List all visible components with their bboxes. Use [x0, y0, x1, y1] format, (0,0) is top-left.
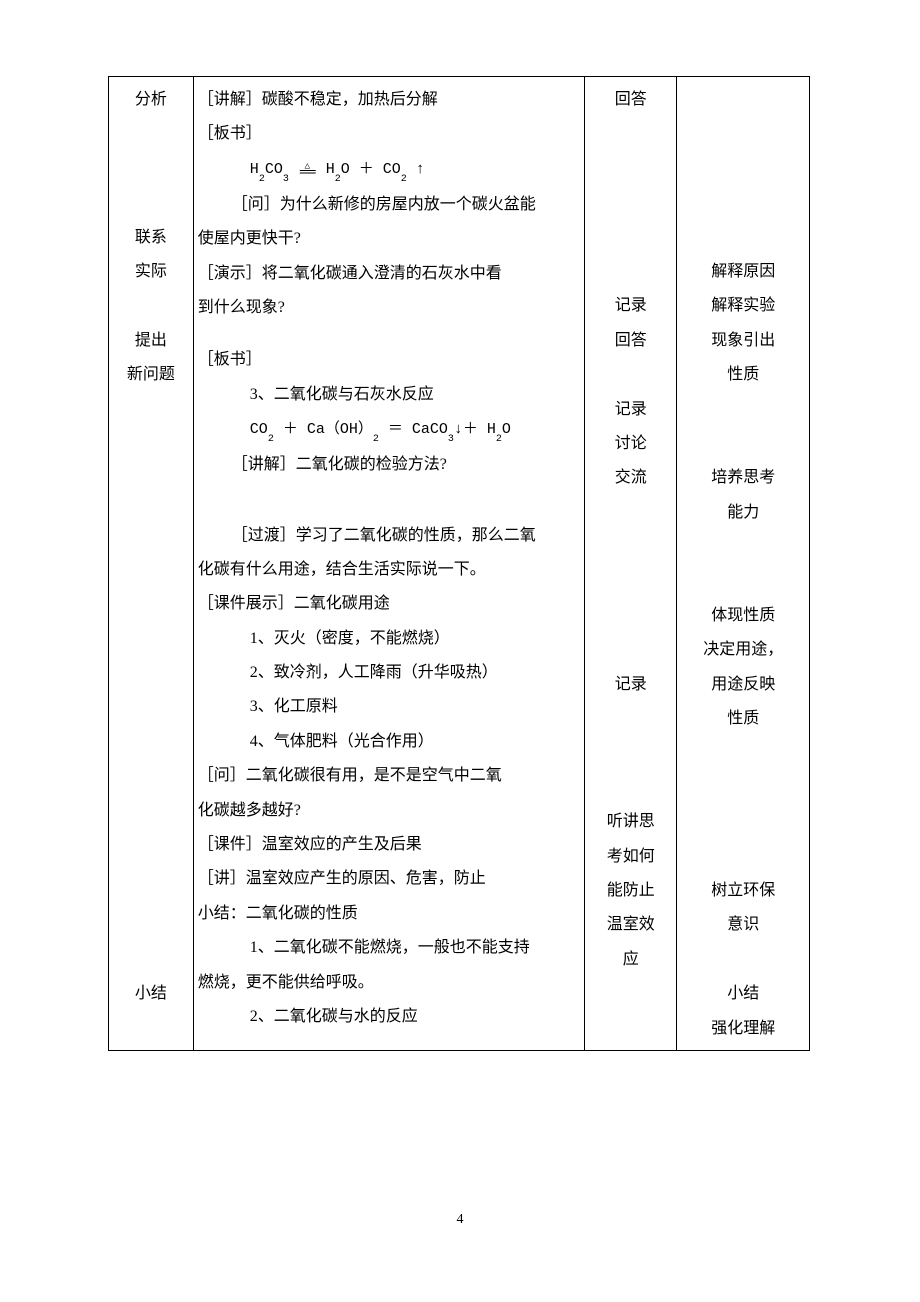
content-line: 使屋内更快干? [198, 230, 301, 247]
stage-label: 实际 [135, 263, 167, 280]
stage-label: 提出 [135, 332, 167, 349]
chem-equation-1: H2CO3 △ ══ H2O ＋ CO2 ↑ [198, 152, 580, 188]
content-line: ［板书］ [198, 351, 262, 368]
content-line: 化碳有什么用途，结合生活实际说一下。 [198, 561, 486, 578]
activity-label: 听讲思 [607, 813, 655, 830]
content-line: 燃烧，更不能供给呼吸。 [198, 974, 374, 991]
intent-label: 树立环保 [711, 882, 775, 899]
stage-label: 新问题 [127, 366, 175, 383]
content-line: 3、二氧化碳与石灰水反应 [198, 378, 580, 412]
content-line: ［课件展示］二氧化碳用途 [198, 595, 390, 612]
content-line: 4、气体肥料（光合作用） [198, 725, 580, 759]
intent-label: 小结 [727, 985, 759, 1002]
col-stage: 分析 联系 实际 提出 新问题 小结 [109, 77, 194, 1051]
content-line: 小结：二氧化碳的性质 [198, 905, 358, 922]
document-page: 分析 联系 实际 提出 新问题 小结 ［讲解］碳酸不稳定，加热后分解 ［板书］ … [0, 0, 920, 1302]
content-line: 2、致冷剂，人工降雨（升华吸热） [198, 656, 580, 690]
stage-label: 小结 [135, 985, 167, 1002]
content-line: ［讲解］二氧化碳的检验方法? [198, 448, 580, 482]
chem-equation-2: CO2 ＋ Ca（OH）2 ＝ CaCO3↓＋ H2O [198, 412, 580, 448]
intent-label: 性质 [727, 366, 759, 383]
content-line: ［板书］ [198, 125, 262, 142]
stage-label: 联系 [135, 229, 167, 246]
activity-label: 记录 [615, 676, 647, 693]
content-line: ［问］二氧化碳很有用，是不是空气中二氧 [198, 767, 502, 784]
table-row: 分析 联系 实际 提出 新问题 小结 ［讲解］碳酸不稳定，加热后分解 ［板书］ … [109, 77, 810, 1051]
delta-condition-icon: △ ══ [300, 162, 315, 177]
content-line: ［演示］将二氧化碳通入澄清的石灰水中看 [198, 265, 502, 282]
activity-label: 应 [623, 951, 639, 968]
intent-label: 强化理解 [711, 1020, 775, 1037]
intent-label: 培养思考 [711, 469, 775, 486]
col-teacher-activity: ［讲解］碳酸不稳定，加热后分解 ［板书］ H2CO3 △ ══ H2O ＋ CO… [193, 77, 584, 1051]
col-student-activity: 回答 记录 回答 记录 讨论 交流 记录 听讲思 考如何 能防止 温室效 应 [585, 77, 677, 1051]
intent-label: 意识 [727, 916, 759, 933]
activity-label: 讨论 [615, 435, 647, 452]
intent-label: 体现性质 [711, 607, 775, 624]
intent-label: 现象引出 [711, 332, 775, 349]
intent-label: 决定用途， [703, 641, 783, 658]
col-design-intent: 解释原因 解释实验 现象引出 性质 培养思考 能力 体现性质 决定用途， 用途反… [677, 77, 810, 1051]
content-line: 1、灭火（密度，不能燃烧） [198, 622, 580, 656]
content-line: 化碳越多越好? [198, 802, 301, 819]
activity-label: 回答 [615, 332, 647, 349]
activity-label: 能防止 [607, 882, 655, 899]
content-line: ［过渡］学习了二氧化碳的性质，那么二氧 [198, 519, 580, 553]
content-line: 3、化工原料 [198, 690, 580, 724]
content-line: 1、二氧化碳不能燃烧，一般也不能支持 [198, 931, 580, 965]
activity-label: 记录 [615, 297, 647, 314]
intent-label: 解释原因 [711, 263, 775, 280]
intent-label: 用途反映 [711, 676, 775, 693]
content-line: 2、二氧化碳与水的反应 [198, 1000, 580, 1034]
content-line: ［讲］温室效应产生的原因、危害，防止 [198, 870, 486, 887]
content-line: ［课件］温室效应的产生及后果 [198, 836, 422, 853]
activity-label: 记录 [615, 401, 647, 418]
activity-label: 考如何 [607, 848, 655, 865]
activity-label: 温室效 [607, 916, 655, 933]
activity-label: 交流 [615, 469, 647, 486]
stage-label: 分析 [135, 91, 167, 108]
content-line: 到什么现象? [198, 299, 285, 316]
intent-label: 解释实验 [711, 297, 775, 314]
lesson-table: 分析 联系 实际 提出 新问题 小结 ［讲解］碳酸不稳定，加热后分解 ［板书］ … [108, 76, 810, 1051]
lesson-table-wrap: 分析 联系 实际 提出 新问题 小结 ［讲解］碳酸不稳定，加热后分解 ［板书］ … [108, 76, 810, 1051]
content-line: ［讲解］碳酸不稳定，加热后分解 [198, 91, 438, 108]
intent-label: 能力 [727, 504, 759, 521]
intent-label: 性质 [727, 710, 759, 727]
content-line: ［问］为什么新修的房屋内放一个碳火盆能 [198, 188, 580, 222]
page-number: 4 [0, 1212, 920, 1228]
activity-label: 回答 [615, 91, 647, 108]
